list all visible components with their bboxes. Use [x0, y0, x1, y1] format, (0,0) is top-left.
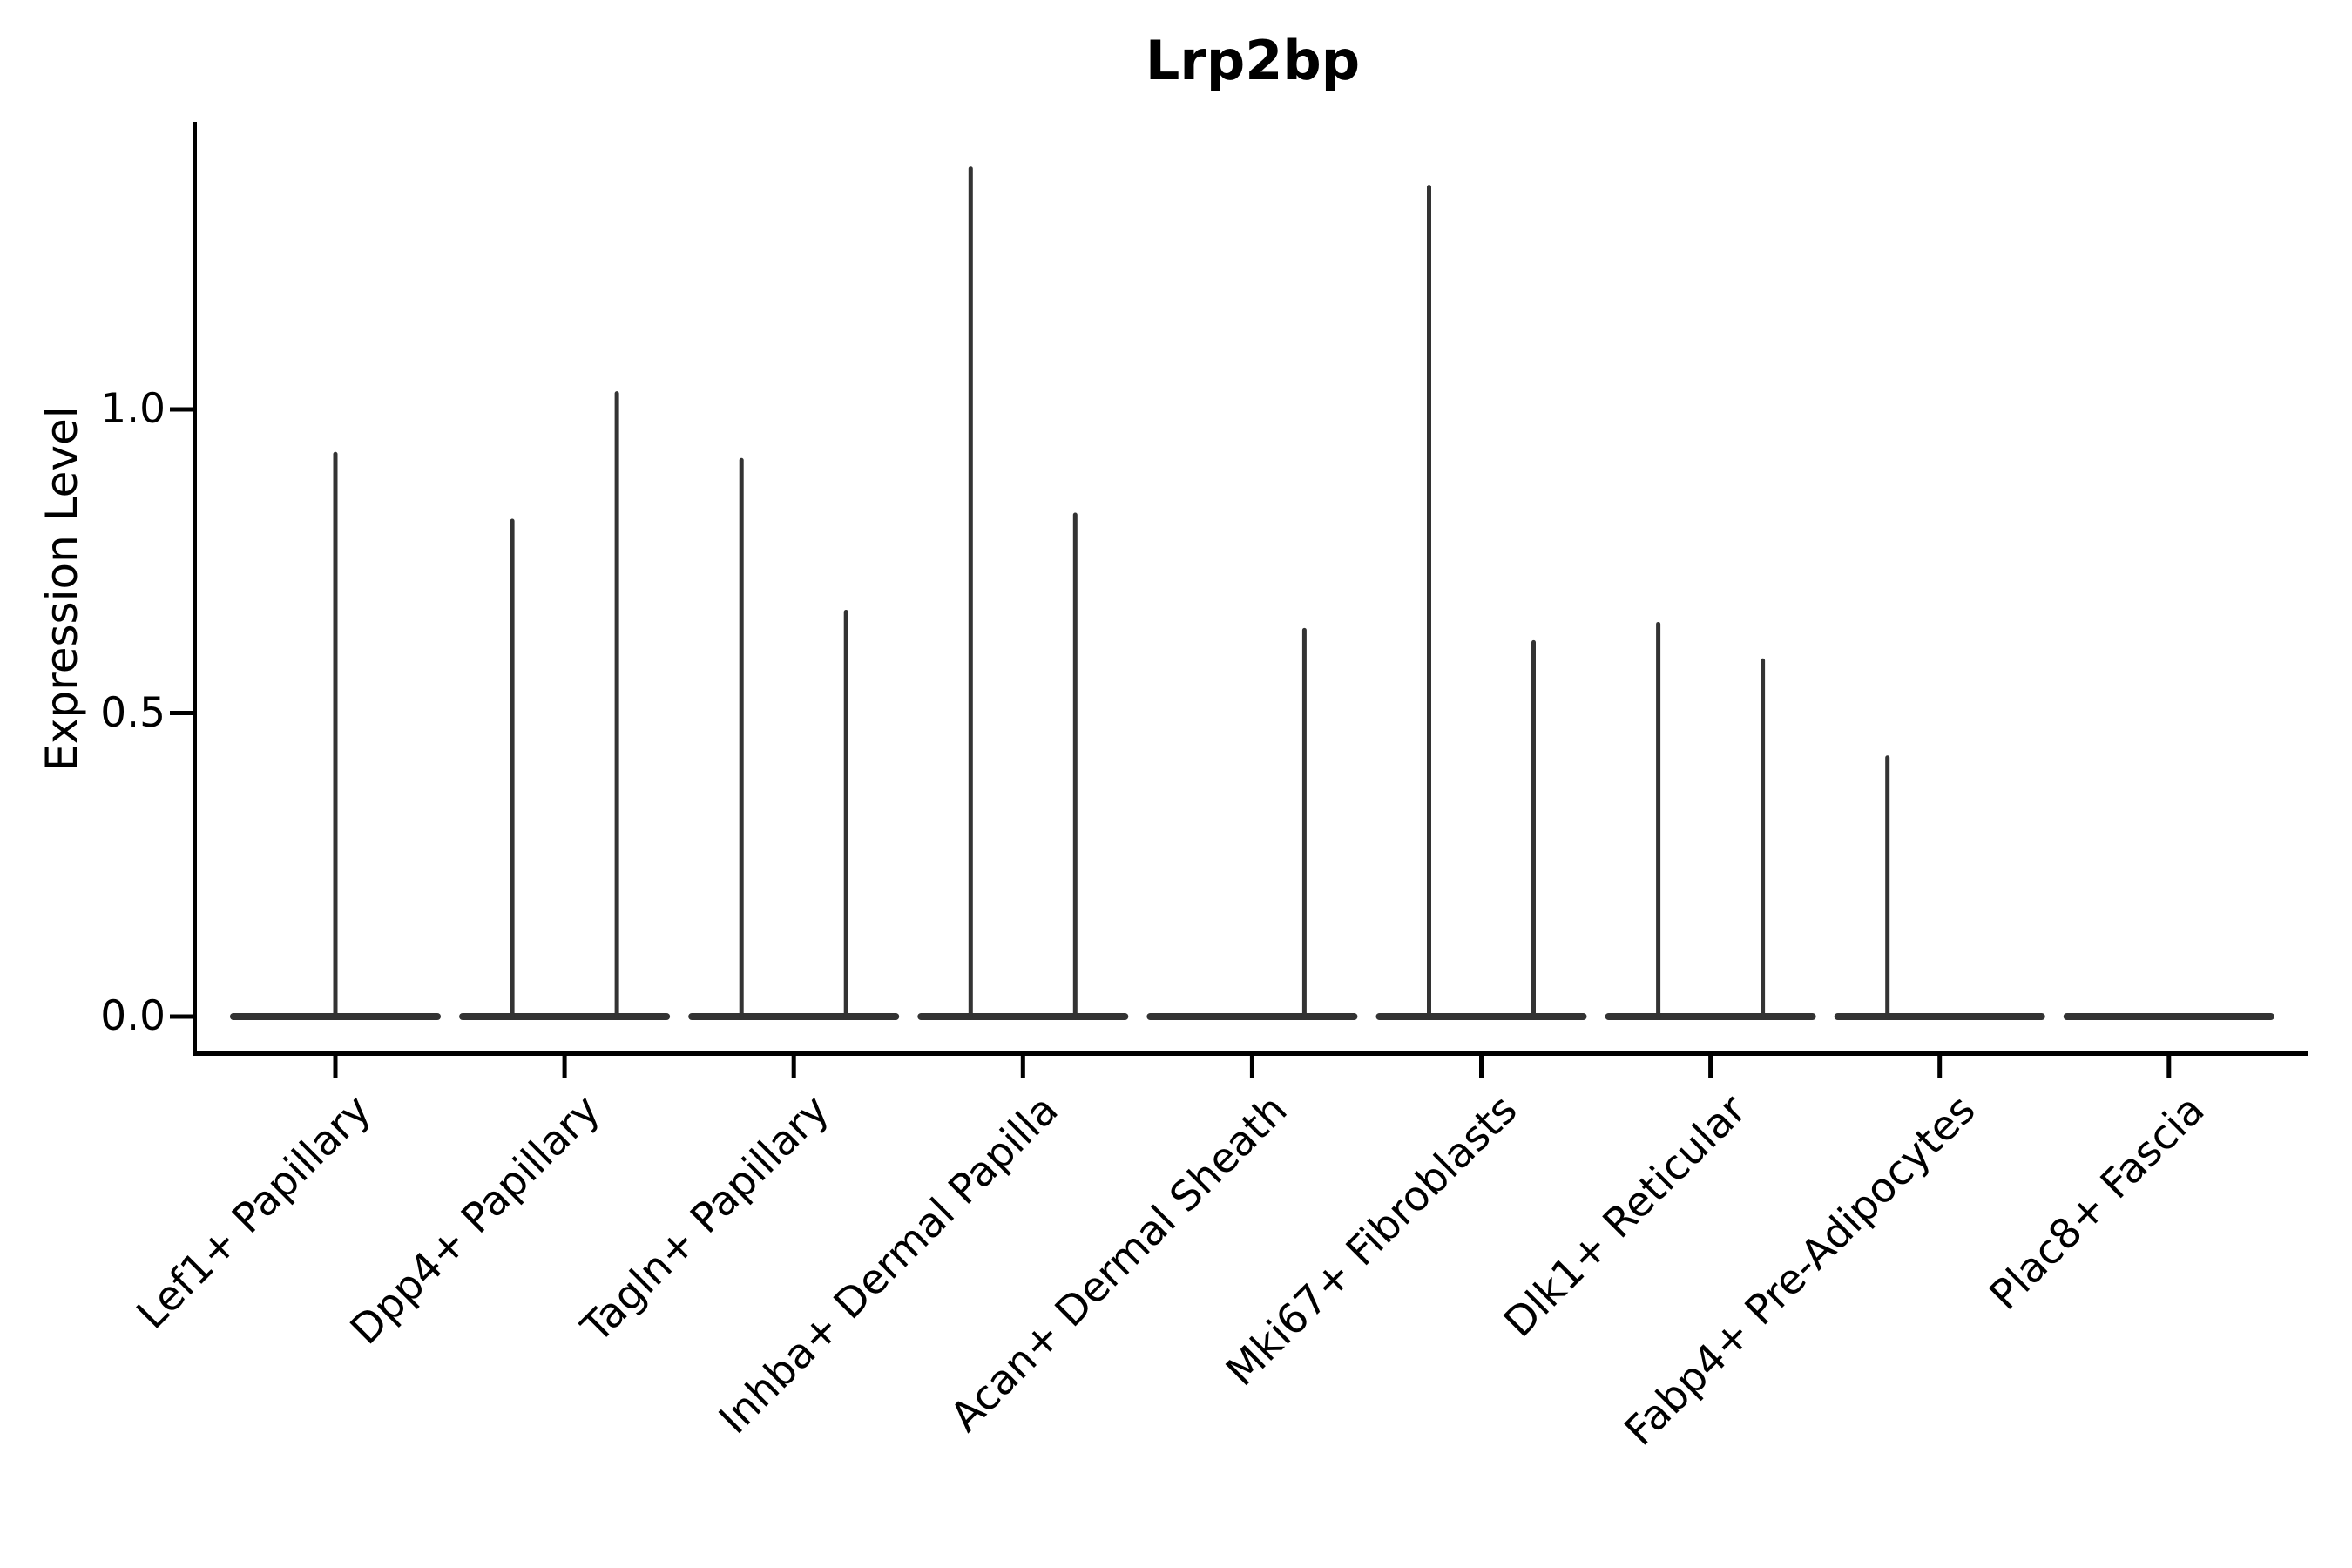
- violin-max-spike: [739, 457, 744, 1020]
- y-axis-label: Expression Level: [37, 406, 87, 772]
- violin-base: [1834, 1013, 2045, 1020]
- violin-max-spike: [510, 518, 515, 1020]
- x-tick-mark: [333, 1051, 338, 1078]
- violin-base: [688, 1013, 900, 1020]
- violin-base: [917, 1013, 1129, 1020]
- x-tick-mark: [1249, 1051, 1254, 1078]
- x-tick-mark: [1937, 1051, 1943, 1078]
- y-tick-label: 0.0: [100, 992, 166, 1040]
- violin-max-spike: [968, 166, 973, 1020]
- violin-max-spike: [1427, 185, 1431, 1021]
- violin-max-spike: [843, 610, 848, 1020]
- x-tick-mark: [562, 1051, 567, 1078]
- violin-max-spike: [333, 451, 338, 1020]
- y-tick-label: 1.0: [100, 385, 166, 433]
- chart-title: Lrp2bp: [1145, 29, 1361, 92]
- x-tick-mark: [1708, 1051, 1713, 1078]
- violin-max-spike: [1072, 512, 1078, 1020]
- violin-base: [1146, 1013, 1358, 1020]
- x-tick-mark: [791, 1051, 796, 1078]
- violin-base: [1375, 1013, 1587, 1020]
- x-tick-mark: [2166, 1051, 2172, 1078]
- violin-base: [2063, 1013, 2274, 1020]
- violin-base: [1605, 1013, 1816, 1020]
- violin-max-spike: [1656, 621, 1661, 1020]
- y-tick-mark: [170, 711, 193, 715]
- y-tick-mark: [170, 407, 193, 412]
- violin-max-spike: [1531, 639, 1536, 1020]
- x-tick-mark: [1020, 1051, 1025, 1078]
- x-tick-mark: [1479, 1051, 1484, 1078]
- y-tick-mark: [170, 1014, 193, 1019]
- violin-max-spike: [1301, 627, 1307, 1020]
- violin-base: [459, 1013, 671, 1020]
- violin-max-spike: [614, 391, 619, 1021]
- y-axis-spine: [193, 122, 197, 1056]
- violin-max-spike: [1885, 755, 1890, 1020]
- y-tick-label: 0.5: [100, 688, 166, 737]
- violin-max-spike: [1761, 658, 1766, 1020]
